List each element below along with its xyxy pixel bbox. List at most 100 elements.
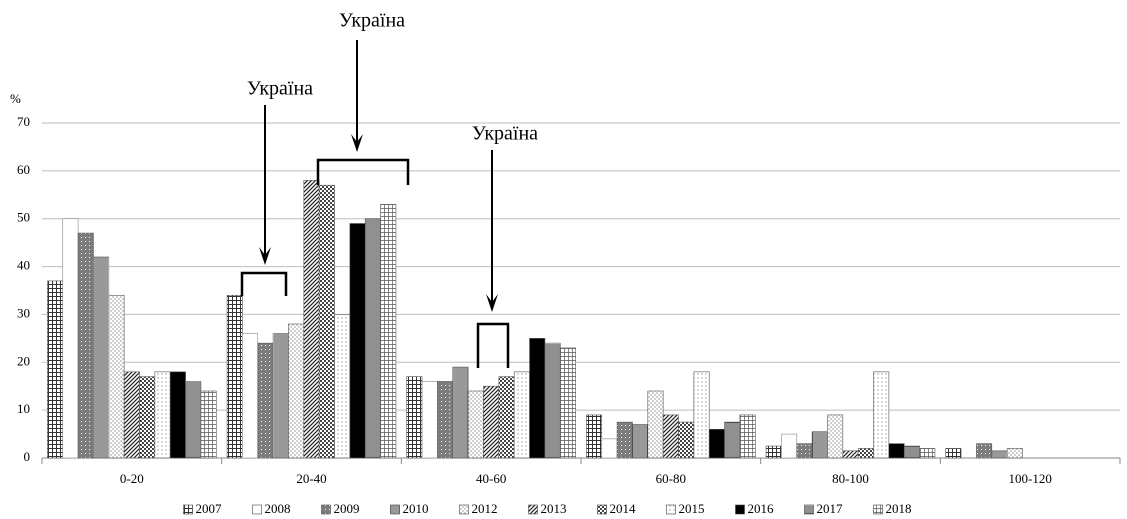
x-tick-label: 100-120 <box>1008 471 1051 486</box>
bar <box>123 371 140 459</box>
bar <box>498 376 515 459</box>
legend-label: 2013 <box>541 501 567 516</box>
bar <box>303 180 320 459</box>
bar <box>467 390 484 459</box>
y-tick-label: 70 <box>17 114 30 129</box>
bar <box>739 414 756 459</box>
bar <box>945 448 962 459</box>
x-tick-label: 20-40 <box>296 471 326 486</box>
bar <box>919 448 936 459</box>
bar <box>139 376 156 459</box>
bar <box>437 381 454 459</box>
bar <box>452 366 469 459</box>
arrow-head <box>259 247 271 265</box>
x-tick-label: 80-100 <box>832 471 869 486</box>
arrow-head <box>351 134 363 152</box>
y-tick-label: 20 <box>17 353 30 368</box>
legend-swatch <box>666 504 676 515</box>
legend-swatch <box>252 504 262 515</box>
bar <box>1006 448 1023 459</box>
bar <box>991 450 1008 459</box>
bar <box>288 323 305 459</box>
y-tick-label: 30 <box>17 305 30 320</box>
bar <box>93 256 110 459</box>
bar <box>976 443 993 459</box>
bar <box>272 333 289 459</box>
bar <box>888 443 905 459</box>
y-tick-label: 40 <box>17 258 30 273</box>
bar <box>796 443 813 459</box>
legend-swatch <box>528 504 538 515</box>
bar <box>857 448 874 459</box>
legend-label: 2009 <box>334 501 360 516</box>
bar <box>529 338 546 459</box>
bar <box>380 204 397 459</box>
bar <box>334 314 351 459</box>
bar <box>544 342 561 459</box>
bar <box>483 385 500 459</box>
legend-label: 2010 <box>403 501 429 516</box>
bar <box>678 421 695 459</box>
bar <box>708 428 725 459</box>
bracket <box>240 271 288 296</box>
bar <box>662 414 679 459</box>
bar <box>693 371 710 459</box>
bar <box>765 445 782 459</box>
legend-label: 2012 <box>472 501 498 516</box>
bar <box>349 223 366 459</box>
y-tick-label: 10 <box>17 401 30 416</box>
legend-swatch <box>804 504 814 515</box>
legend-label: 2008 <box>265 501 291 516</box>
legend-label: 2014 <box>610 501 637 516</box>
bar <box>226 294 243 459</box>
bar <box>421 381 438 459</box>
bar <box>108 294 125 459</box>
bar <box>406 376 423 459</box>
legend-swatch <box>321 504 331 515</box>
annotation: Україна <box>472 123 538 145</box>
bar <box>827 414 844 459</box>
bar <box>842 450 859 459</box>
y-axis-label: % <box>10 91 21 106</box>
bar <box>873 371 890 459</box>
y-tick-label: 0 <box>24 449 31 464</box>
legend-swatch <box>873 504 883 515</box>
bar <box>185 381 202 459</box>
bar <box>903 445 920 459</box>
bar <box>724 421 741 459</box>
bar <box>616 421 633 459</box>
bracket <box>476 322 510 368</box>
bar <box>318 184 335 459</box>
bar <box>559 347 576 459</box>
bar <box>257 342 274 459</box>
legend-swatch <box>183 504 193 515</box>
legend-label: 2016 <box>748 501 775 516</box>
legend-swatch <box>735 504 745 515</box>
bar <box>811 431 828 459</box>
annotation: Україна <box>339 10 405 32</box>
legend-label: 2015 <box>679 501 705 516</box>
bar <box>647 390 664 459</box>
bar <box>242 333 259 459</box>
legend-swatch <box>459 504 469 515</box>
bar <box>601 438 618 459</box>
annotation: Україна <box>247 78 313 100</box>
bar <box>632 424 649 459</box>
legend-swatch <box>390 504 400 515</box>
bar <box>62 218 79 459</box>
bar <box>364 218 381 459</box>
y-tick-label: 60 <box>17 162 30 177</box>
bar <box>200 390 217 459</box>
bar <box>77 232 94 459</box>
y-tick-label: 50 <box>17 210 30 225</box>
arrow-head <box>486 294 498 312</box>
bar <box>47 280 64 459</box>
legend-swatch <box>597 504 607 515</box>
legend-label: 2007 <box>196 501 223 516</box>
bar <box>513 371 530 459</box>
bar <box>586 414 603 459</box>
legend-label: 2017 <box>817 501 844 516</box>
bar <box>781 433 798 459</box>
x-tick-label: 0-20 <box>120 471 144 486</box>
